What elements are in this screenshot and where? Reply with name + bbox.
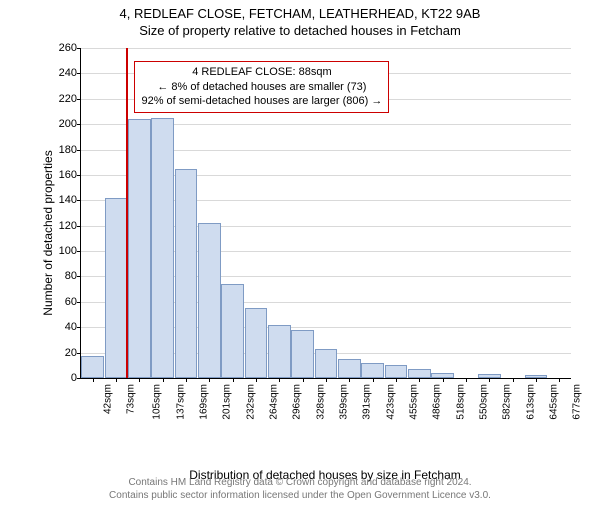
x-tick-label: 391sqm	[362, 384, 373, 420]
x-tick-label: 42sqm	[102, 384, 113, 414]
footer-line: Contains HM Land Registry data © Crown c…	[0, 476, 600, 489]
x-tick-mark	[233, 378, 234, 382]
plot: 02040608010012014016018020022024026042sq…	[80, 48, 571, 379]
x-tick-mark	[489, 378, 490, 382]
y-tick-label: 20	[65, 347, 77, 359]
y-tick-label: 160	[59, 169, 77, 181]
x-tick-label: 137sqm	[175, 384, 186, 420]
x-tick-label: 73sqm	[126, 384, 137, 414]
y-tick-label: 140	[59, 194, 77, 206]
x-tick-label: 296sqm	[292, 384, 303, 420]
x-tick-mark	[513, 378, 514, 382]
x-tick-mark	[443, 378, 444, 382]
bar	[291, 330, 313, 378]
chart-title: 4, REDLEAF CLOSE, FETCHAM, LEATHERHEAD, …	[0, 6, 600, 21]
x-tick-label: 423sqm	[385, 384, 396, 420]
x-tick-mark	[139, 378, 140, 382]
x-tick-label: 169sqm	[198, 384, 209, 420]
x-tick-label: 359sqm	[338, 384, 349, 420]
y-tick-mark	[77, 48, 81, 49]
x-tick-mark	[93, 378, 94, 382]
y-tick-label: 220	[59, 93, 77, 105]
y-tick-mark	[77, 124, 81, 125]
y-tick-mark	[77, 302, 81, 303]
y-tick-mark	[77, 200, 81, 201]
reference-line	[126, 48, 128, 378]
y-axis-label: Number of detached properties	[41, 150, 55, 315]
bar	[385, 365, 407, 378]
y-tick-label: 260	[59, 42, 77, 54]
annotation-line: 92% of semi-detached houses are larger (…	[141, 94, 382, 109]
x-tick-mark	[256, 378, 257, 382]
bar	[361, 363, 383, 378]
x-tick-mark	[466, 378, 467, 382]
bar	[268, 325, 290, 378]
x-tick-label: 201sqm	[222, 384, 233, 420]
x-tick-label: 232sqm	[245, 384, 256, 420]
bar	[338, 359, 360, 378]
bar	[315, 349, 337, 378]
x-tick-mark	[373, 378, 374, 382]
y-tick-mark	[77, 150, 81, 151]
x-tick-mark	[349, 378, 350, 382]
x-tick-mark	[116, 378, 117, 382]
bar	[151, 118, 173, 378]
chart-area: Number of detached properties 0204060801…	[50, 48, 580, 418]
y-tick-mark	[77, 175, 81, 176]
y-tick-label: 100	[59, 245, 77, 257]
x-tick-mark	[396, 378, 397, 382]
x-tick-label: 677sqm	[572, 384, 583, 420]
bar	[81, 356, 103, 378]
x-tick-label: 455sqm	[408, 384, 419, 420]
y-tick-label: 200	[59, 118, 77, 130]
bar	[175, 169, 197, 378]
x-tick-label: 645sqm	[548, 384, 559, 420]
annotation-box: 4 REDLEAF CLOSE: 88sqm ← 8% of detached …	[134, 61, 389, 114]
x-tick-label: 486sqm	[432, 384, 443, 420]
bar	[408, 369, 430, 378]
chart-subtitle: Size of property relative to detached ho…	[0, 23, 600, 38]
y-tick-mark	[77, 226, 81, 227]
x-tick-mark	[303, 378, 304, 382]
x-tick-mark	[326, 378, 327, 382]
x-tick-label: 550sqm	[478, 384, 489, 420]
footer: Contains HM Land Registry data © Crown c…	[0, 476, 600, 502]
y-tick-label: 240	[59, 67, 77, 79]
x-tick-label: 105sqm	[152, 384, 163, 420]
y-tick-mark	[77, 99, 81, 100]
bar	[128, 119, 150, 378]
annotation-line: 4 REDLEAF CLOSE: 88sqm	[141, 65, 382, 80]
x-tick-label: 582sqm	[502, 384, 513, 420]
x-tick-mark	[419, 378, 420, 382]
x-tick-mark	[209, 378, 210, 382]
y-tick-label: 40	[65, 321, 77, 333]
x-tick-mark	[163, 378, 164, 382]
x-tick-mark	[536, 378, 537, 382]
bar	[221, 284, 243, 378]
y-tick-label: 120	[59, 220, 77, 232]
bar	[105, 198, 127, 378]
y-tick-mark	[77, 73, 81, 74]
y-tick-mark	[77, 378, 81, 379]
bar	[198, 223, 220, 378]
x-tick-mark	[279, 378, 280, 382]
x-tick-mark	[559, 378, 560, 382]
y-tick-label: 180	[59, 144, 77, 156]
y-tick-mark	[77, 251, 81, 252]
footer-line: Contains public sector information licen…	[0, 489, 600, 502]
y-tick-label: 80	[65, 270, 77, 282]
bar	[245, 308, 267, 378]
gridline	[81, 48, 571, 49]
y-tick-mark	[77, 353, 81, 354]
y-tick-label: 60	[65, 296, 77, 308]
x-tick-mark	[186, 378, 187, 382]
x-tick-label: 518sqm	[455, 384, 466, 420]
annotation-line: ← 8% of detached houses are smaller (73)	[141, 80, 382, 95]
x-tick-label: 264sqm	[268, 384, 279, 420]
y-tick-mark	[77, 327, 81, 328]
x-tick-label: 613sqm	[525, 384, 536, 420]
x-tick-label: 328sqm	[315, 384, 326, 420]
y-tick-mark	[77, 276, 81, 277]
